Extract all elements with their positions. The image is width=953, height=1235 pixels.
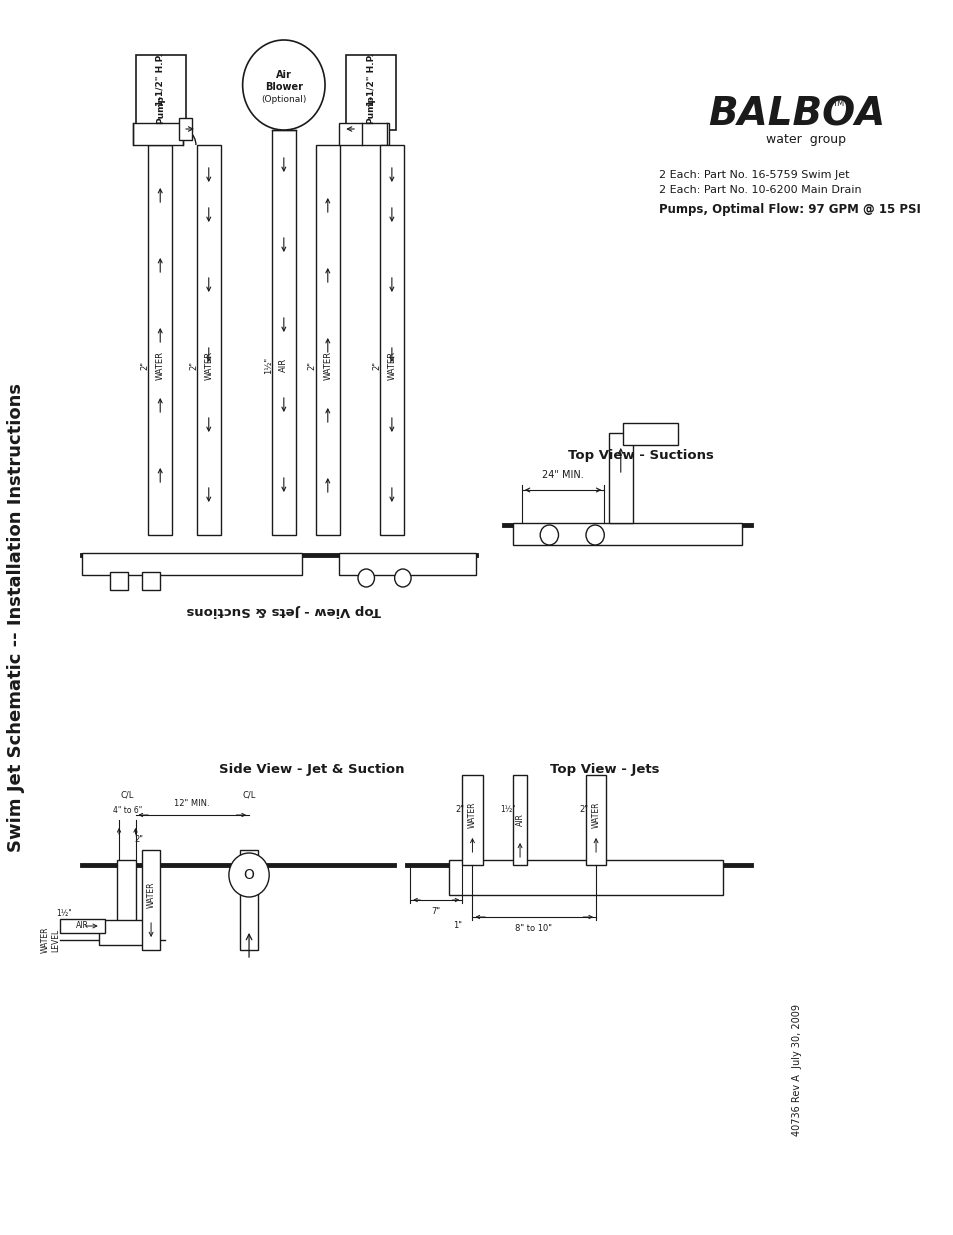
Bar: [622, 424, 677, 445]
Bar: [585, 776, 605, 864]
Text: O: O: [243, 868, 254, 882]
Text: 2 Each: Part No. 10-6200 Main Drain: 2 Each: Part No. 10-6200 Main Drain: [659, 185, 861, 195]
Text: 40736 Rev A  July 30, 2009: 40736 Rev A July 30, 2009: [791, 1004, 801, 1136]
Text: TM: TM: [831, 99, 843, 107]
Text: WATER: WATER: [468, 802, 476, 829]
Text: 12" MIN.: 12" MIN.: [174, 799, 210, 808]
Text: 1": 1": [453, 920, 462, 930]
Text: Side View - Jet & Suction: Side View - Jet & Suction: [218, 763, 404, 777]
Text: Swim Jet Schematic -- Installation Instructions: Swim Jet Schematic -- Installation Instr…: [8, 384, 26, 852]
Text: 1½": 1½": [263, 357, 273, 373]
Bar: [59, 919, 105, 932]
Text: (Optional): (Optional): [261, 95, 306, 104]
Bar: [132, 124, 183, 144]
Text: WATER: WATER: [204, 351, 213, 379]
Circle shape: [357, 569, 375, 587]
Text: WATER: WATER: [155, 351, 165, 379]
Text: 24" MIN.: 24" MIN.: [541, 471, 583, 480]
Text: Top View - Jets: Top View - Jets: [549, 763, 659, 777]
Bar: [142, 572, 160, 590]
Text: water  group: water group: [765, 133, 845, 147]
Text: C/L: C/L: [120, 790, 133, 800]
Text: 2": 2": [455, 805, 464, 815]
Text: 2": 2": [190, 361, 198, 369]
Text: AIR: AIR: [76, 921, 89, 930]
Bar: [135, 56, 186, 130]
Text: 2": 2": [579, 805, 588, 815]
Bar: [117, 860, 135, 925]
Text: Pump: Pump: [155, 95, 165, 125]
Text: 2": 2": [308, 361, 316, 369]
Text: BALBOA: BALBOA: [707, 96, 884, 135]
Bar: [462, 776, 482, 864]
Text: 7": 7": [431, 906, 440, 916]
Text: Air: Air: [275, 70, 292, 80]
Text: 1-1/2" H.P.: 1-1/2" H.P.: [366, 53, 375, 106]
Circle shape: [539, 525, 558, 545]
Bar: [110, 572, 128, 590]
Text: WATER: WATER: [147, 882, 155, 908]
Bar: [148, 144, 172, 535]
Text: 2 Each: Part No. 16-5759 Swim Jet: 2 Each: Part No. 16-5759 Swim Jet: [659, 170, 849, 180]
Text: WATER: WATER: [323, 351, 332, 379]
Text: Top View - Jets & Suctions: Top View - Jets & Suctions: [187, 604, 381, 616]
Bar: [178, 119, 193, 140]
Bar: [448, 860, 722, 895]
Circle shape: [242, 40, 325, 130]
Bar: [239, 850, 258, 950]
Circle shape: [229, 853, 269, 897]
Bar: [512, 776, 527, 864]
Text: AIR: AIR: [279, 358, 288, 372]
Text: 8" to 10": 8" to 10": [515, 924, 552, 932]
Bar: [82, 553, 302, 576]
Text: 2": 2": [140, 361, 149, 369]
Bar: [338, 124, 389, 144]
Text: C/L: C/L: [242, 790, 255, 800]
Text: 1½": 1½": [499, 805, 516, 815]
Text: 1-1/2" H.P.: 1-1/2" H.P.: [155, 53, 165, 106]
Text: Pumps, Optimal Flow: 97 GPM @ 15 PSI: Pumps, Optimal Flow: 97 GPM @ 15 PSI: [659, 204, 921, 216]
Bar: [379, 144, 403, 535]
Text: Blower: Blower: [265, 82, 302, 91]
Text: 2": 2": [373, 361, 381, 369]
Text: 2": 2": [134, 835, 144, 844]
Text: WATER
LEVEL: WATER LEVEL: [41, 926, 60, 953]
Text: Pump: Pump: [366, 95, 375, 125]
Circle shape: [395, 569, 411, 587]
Bar: [196, 144, 220, 535]
Text: WATER: WATER: [387, 351, 395, 379]
Bar: [142, 850, 160, 950]
Bar: [512, 522, 740, 545]
Bar: [338, 553, 476, 576]
Bar: [315, 144, 339, 535]
Text: AIR: AIR: [515, 814, 524, 826]
Text: 1½": 1½": [56, 909, 71, 918]
Bar: [608, 433, 632, 522]
Text: WATER: WATER: [591, 802, 600, 829]
Circle shape: [585, 525, 603, 545]
Bar: [99, 920, 149, 945]
Text: Top View - Suctions: Top View - Suctions: [567, 448, 713, 462]
Text: 4" to 6": 4" to 6": [112, 806, 142, 815]
Bar: [346, 56, 396, 130]
Bar: [272, 130, 295, 535]
